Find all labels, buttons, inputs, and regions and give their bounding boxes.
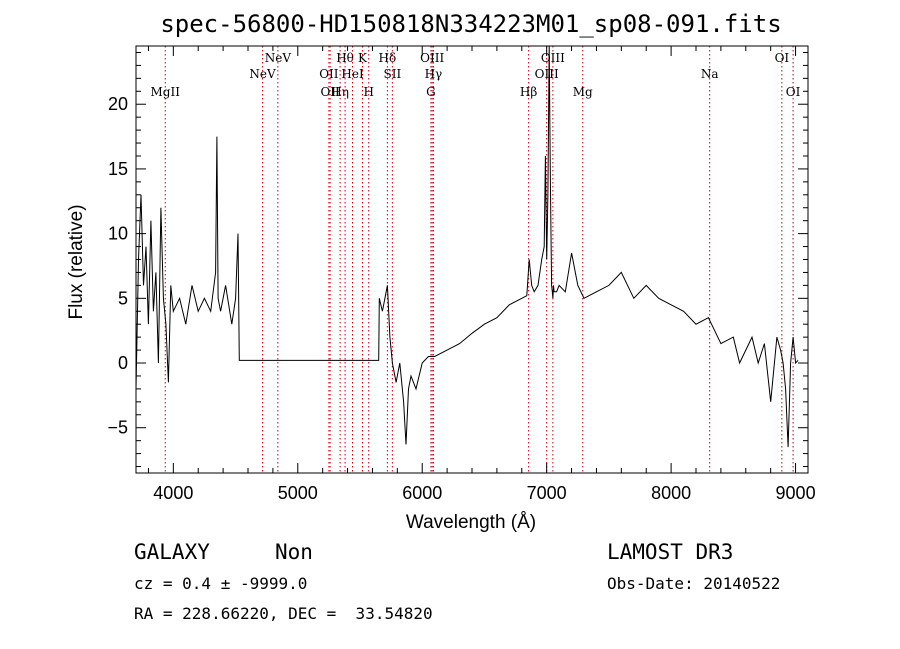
- x-tick-label: 8000: [651, 483, 691, 503]
- line-marker-label: NeV: [249, 67, 276, 81]
- line-marker-label: OIII: [541, 51, 565, 65]
- line-marker-label: Na: [701, 67, 719, 81]
- x-tick-label: 6000: [402, 483, 442, 503]
- line-marker-label: H: [363, 85, 373, 99]
- spectrum-line: [135, 45, 799, 448]
- line-marker-label: OIII: [535, 67, 559, 81]
- axis-ticks: 4000 5000 6000 7000 8000 9000 −5 0 5 10 15 20: [107, 46, 816, 503]
- line-marker-label: OII: [319, 67, 339, 81]
- spectrum-chart: spec-56800-HD150818N334223M01_sp08-091.f…: [66, 10, 816, 533]
- y-tick-label: −5: [107, 418, 128, 438]
- object-class: GALAXY: [134, 540, 210, 564]
- line-marker-label: Hδ: [379, 51, 397, 65]
- y-tick-label: 0: [118, 353, 128, 373]
- line-marker-label: OI: [786, 85, 801, 99]
- line-marker-label: OII: [320, 85, 340, 99]
- line-marker-label: NeV: [265, 51, 292, 65]
- line-marker-label: MgII: [151, 85, 181, 99]
- line-marker-label: Hβ: [520, 85, 537, 99]
- line-marker-label: Hθ: [336, 51, 354, 65]
- line-marker-label: HeI: [341, 67, 364, 81]
- x-tick-label: 5000: [278, 483, 318, 503]
- line-marker-label: OI: [775, 51, 790, 65]
- x-tick-label: 7000: [527, 483, 567, 503]
- line-marker-label: Hη: [331, 85, 349, 99]
- redshift-cz: cz = 0.4 ± -9999.0: [134, 574, 308, 593]
- x-tick-label: 4000: [153, 483, 193, 503]
- line-marker-label: SII: [384, 67, 402, 81]
- observation-date: Obs-Date: 20140522: [607, 574, 781, 593]
- y-tick-label: 15: [108, 159, 128, 179]
- y-axis-label: Flux (relative): [66, 204, 87, 319]
- survey-name: LAMOST DR3: [607, 540, 734, 564]
- y-tick-label: 10: [108, 224, 128, 244]
- spectrum-series: [135, 45, 799, 448]
- y-tick-label: 20: [108, 94, 128, 114]
- object-subclass: Non: [275, 540, 313, 564]
- x-tick-label: 9000: [776, 483, 816, 503]
- y-tick-label: 5: [118, 288, 128, 308]
- line-marker-label: Hγ: [425, 67, 443, 81]
- chart-title: spec-56800-HD150818N334223M01_sp08-091.f…: [160, 10, 781, 38]
- line-marker-label: K: [358, 51, 368, 65]
- line-marker-label: G: [426, 85, 436, 99]
- line-marker-label: OIII: [420, 51, 444, 65]
- x-axis-label: Wavelength (Å): [406, 512, 536, 533]
- line-marker-label: Mg: [573, 85, 593, 99]
- ra-dec: RA = 228.66220, DEC = 33.54820: [134, 604, 433, 623]
